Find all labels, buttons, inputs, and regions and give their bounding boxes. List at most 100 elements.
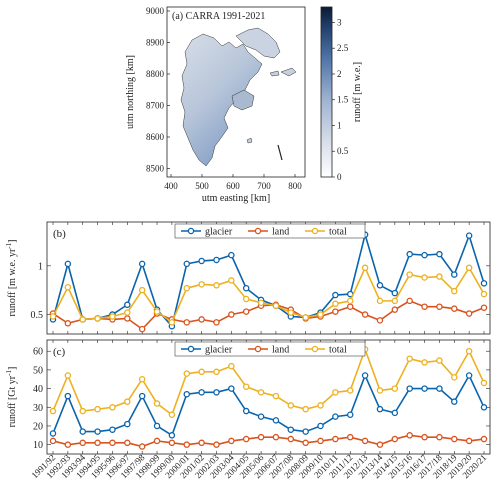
point-land xyxy=(346,303,354,310)
point-total xyxy=(168,319,176,326)
colorbar xyxy=(320,6,333,178)
point-total xyxy=(451,374,458,381)
point-total xyxy=(376,297,384,305)
point-land xyxy=(198,439,205,447)
point-glacier xyxy=(198,389,205,396)
map-ytick-label: 8800 xyxy=(146,69,165,79)
point-total xyxy=(317,402,324,409)
map-ytick-label: 9000 xyxy=(146,6,165,16)
point-total xyxy=(406,271,413,278)
point-land xyxy=(317,437,324,445)
map-ytick-label: 8500 xyxy=(146,164,165,174)
point-total xyxy=(257,389,265,396)
point-total xyxy=(124,309,131,316)
point-land xyxy=(64,320,72,327)
point-land xyxy=(138,443,146,450)
point-glacier xyxy=(465,372,473,379)
point-total xyxy=(198,368,205,376)
point-total xyxy=(272,392,280,400)
legend-label-land: land xyxy=(272,345,289,356)
map-ytick-label: 8600 xyxy=(146,132,165,142)
x-tick-labels: 1991/921992/931993/941994/951995/961996/… xyxy=(29,452,488,480)
point-total xyxy=(198,281,205,288)
point-total xyxy=(287,309,295,316)
point-glacier xyxy=(302,428,309,435)
point-land xyxy=(465,437,473,445)
point-land xyxy=(451,305,458,312)
point-total xyxy=(406,355,413,362)
point-glacier xyxy=(64,392,72,400)
point-glacier xyxy=(406,385,413,392)
point-glacier xyxy=(451,271,458,278)
map-xtick-label: 400 xyxy=(164,181,178,191)
point-land xyxy=(421,303,428,310)
point-total xyxy=(272,302,280,310)
point-glacier xyxy=(406,250,413,258)
point-glacier xyxy=(317,422,324,430)
legend-marker-land xyxy=(254,345,262,353)
point-total xyxy=(138,375,146,383)
point-glacier xyxy=(124,301,131,309)
point-total xyxy=(228,362,235,370)
point-glacier xyxy=(332,413,339,420)
y-tick-label: 20 xyxy=(33,421,43,432)
point-land xyxy=(361,311,369,318)
point-land xyxy=(49,437,57,445)
panel-label: (b) xyxy=(53,228,66,240)
plot-frame xyxy=(46,339,491,455)
y-tick-label: 30 xyxy=(33,403,43,414)
point-glacier xyxy=(376,282,384,289)
colorbar-tick-label: 2.5 xyxy=(337,43,349,53)
point-land xyxy=(109,439,116,447)
point-glacier xyxy=(332,291,339,299)
point-land xyxy=(213,319,220,326)
point-total xyxy=(64,284,72,291)
point-land xyxy=(138,325,146,333)
legend-marker-glacier xyxy=(187,227,195,235)
panel-c-chart: 10 20 30 40 50 60 (c) glacier land total runoff [G… xyxy=(5,339,491,455)
point-land xyxy=(183,319,191,326)
point-total xyxy=(317,311,324,318)
colorbar-tick-label: 1.5 xyxy=(337,95,349,105)
point-total xyxy=(138,286,146,294)
point-land xyxy=(436,303,443,310)
point-total xyxy=(109,313,116,320)
map-ytick-label: 8700 xyxy=(146,101,165,111)
point-land xyxy=(376,317,384,324)
point-total xyxy=(302,405,309,413)
point-land xyxy=(168,439,176,447)
panel-label: (c) xyxy=(53,346,66,358)
point-total xyxy=(228,277,235,284)
legend-box xyxy=(174,341,366,357)
point-total xyxy=(153,308,161,315)
point-total xyxy=(436,273,443,280)
point-glacier xyxy=(213,256,220,264)
point-land xyxy=(346,433,354,441)
point-total xyxy=(361,264,369,272)
y-tick-label: 0.5 xyxy=(31,310,44,321)
point-glacier xyxy=(213,389,220,396)
point-total xyxy=(242,295,250,303)
point-land xyxy=(124,315,131,322)
point-glacier xyxy=(198,257,205,265)
point-total xyxy=(168,411,176,419)
y-axis-label: runoff [m w.e. yr-1] xyxy=(5,240,18,317)
point-total xyxy=(436,357,443,364)
map-xlabel: utm easting [km] xyxy=(202,193,270,204)
plot-frame xyxy=(46,221,491,335)
map-xtick-label: 700 xyxy=(257,181,271,191)
point-total xyxy=(391,297,399,305)
point-land xyxy=(451,435,458,443)
point-total xyxy=(376,387,384,394)
point-total xyxy=(302,314,309,321)
point-glacier xyxy=(124,420,131,428)
point-land xyxy=(213,441,220,448)
point-glacier xyxy=(287,426,295,433)
point-total xyxy=(332,389,339,396)
y-tick-label: 10 xyxy=(33,440,43,451)
colorbar-tick-label: 0 xyxy=(337,172,342,182)
point-glacier xyxy=(168,432,176,439)
point-land xyxy=(406,297,413,305)
point-land xyxy=(465,310,473,317)
point-total xyxy=(183,370,191,377)
